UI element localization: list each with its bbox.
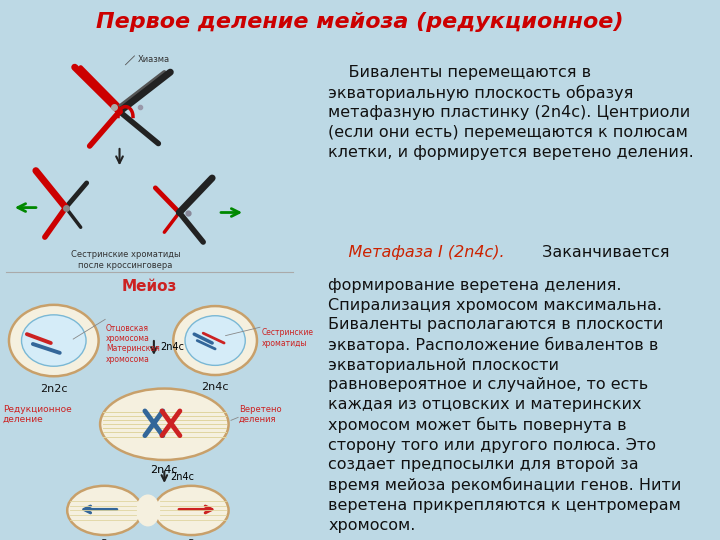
Ellipse shape — [100, 389, 228, 460]
Text: Сестринские хроматиды
после кроссинговера: Сестринские хроматиды после кроссинговер… — [71, 251, 180, 270]
Text: n2c: n2c — [181, 538, 202, 540]
Ellipse shape — [67, 486, 142, 535]
Text: Редукционное
деление: Редукционное деление — [3, 404, 72, 424]
Text: 2n2c: 2n2c — [40, 384, 68, 394]
Text: Метафаза I (2n4c).: Метафаза I (2n4c). — [328, 245, 505, 260]
Text: 2n4c: 2n4c — [171, 472, 194, 482]
Text: Отцовская
хромосома
Материнская
хромосома: Отцовская хромосома Материнская хромосом… — [106, 323, 160, 363]
Text: Биваленты перемещаются в
экваториальную плоскость образуя
метафазную пластинку (: Биваленты перемещаются в экваториальную … — [328, 65, 694, 160]
Text: Сестринские
хроматиды: Сестринские хроматиды — [261, 328, 313, 348]
Text: формирование веретена деления.
Спирализация хромосом максимальна.
Биваленты расп: формирование веретена деления. Спирализа… — [328, 278, 682, 532]
Text: 2n4c: 2n4c — [150, 464, 178, 475]
Text: Мейоз: Мейоз — [122, 279, 177, 294]
Ellipse shape — [185, 316, 246, 366]
Ellipse shape — [9, 305, 99, 376]
Text: n2c: n2c — [94, 538, 114, 540]
Text: 2n4c: 2n4c — [202, 382, 229, 393]
Ellipse shape — [22, 315, 86, 366]
Text: Первое деление мейоза (редукционное): Первое деление мейоза (редукционное) — [96, 12, 624, 32]
Text: 2n4c: 2n4c — [160, 342, 184, 352]
Text: Веретено
деления: Веретено деления — [239, 404, 282, 424]
Text: Заканчивается: Заканчивается — [537, 245, 670, 260]
Ellipse shape — [136, 495, 160, 526]
Ellipse shape — [174, 306, 257, 375]
Ellipse shape — [154, 486, 228, 535]
Text: Хиазма: Хиазма — [138, 55, 170, 64]
